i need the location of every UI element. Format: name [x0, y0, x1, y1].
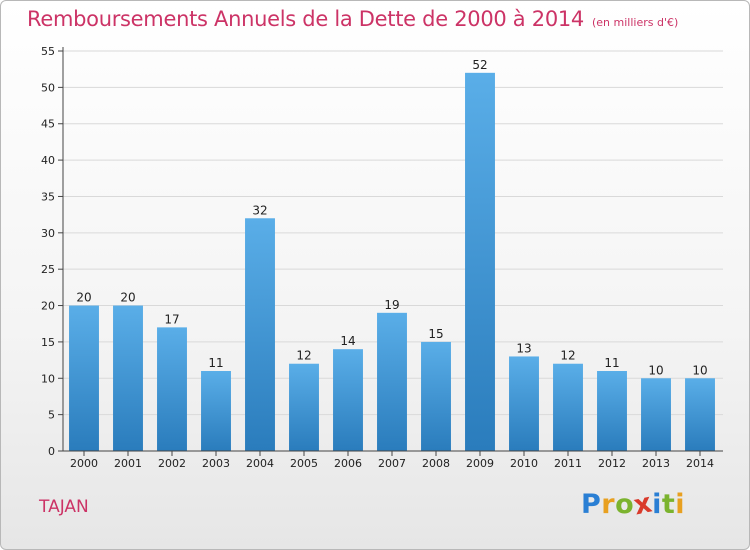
bar [157, 327, 187, 451]
bar [553, 363, 583, 451]
x-tick-label: 2001 [114, 457, 142, 470]
y-tick-label: 45 [41, 118, 55, 131]
data-label: 20 [76, 291, 91, 305]
logo-letter: i [652, 489, 662, 520]
y-tick-label: 30 [41, 227, 55, 240]
bar [685, 378, 715, 451]
labels: 0 5 10 15 20 25 30 35 40 45 50 55 2000 20 2001 20 2002 17… [41, 45, 714, 470]
y-tick-label: 5 [48, 409, 55, 422]
logo-letter: i [675, 489, 686, 520]
bar [113, 305, 143, 451]
y-tick-label: 20 [41, 300, 55, 313]
x-tick-label: 2012 [598, 457, 626, 470]
data-label: 12 [296, 349, 311, 363]
chart-title-text: Remboursements Annuels de la Dette de 20… [27, 7, 584, 31]
commune-name: TAJAN [39, 497, 89, 517]
x-tick-label: 2014 [686, 457, 714, 470]
logo-letter: r [601, 489, 616, 520]
bar [201, 371, 231, 451]
bar [69, 305, 99, 451]
data-label: 19 [384, 298, 399, 312]
bar [597, 371, 627, 451]
data-label: 11 [604, 356, 619, 370]
logo-letter: o [615, 489, 635, 520]
bar [245, 218, 275, 451]
x-tick-label: 2004 [246, 457, 274, 470]
x-tick-label: 2010 [510, 457, 538, 470]
axes [58, 47, 723, 456]
y-tick-label: 35 [41, 190, 55, 203]
data-label: 15 [428, 327, 443, 341]
data-label: 52 [472, 58, 487, 72]
bars [69, 72, 715, 452]
logo-letter: P [581, 489, 602, 520]
bar [465, 72, 495, 452]
x-tick-label: 2000 [70, 457, 98, 470]
data-label: 12 [560, 349, 575, 363]
x-tick-label: 2013 [642, 457, 670, 470]
y-tick-label: 55 [41, 45, 55, 58]
bar [333, 349, 363, 451]
x-tick-label: 2005 [290, 457, 318, 470]
bar [289, 363, 319, 451]
x-tick-label: 2009 [466, 457, 494, 470]
y-tick-label: 15 [41, 336, 55, 349]
x-tick-label: 2003 [202, 457, 230, 470]
x-tick-label: 2002 [158, 457, 186, 470]
bar [641, 378, 671, 451]
data-label: 17 [164, 312, 179, 326]
data-label: 14 [340, 334, 355, 348]
chart-title: Remboursements Annuels de la Dette de 20… [27, 7, 678, 31]
x-tick-label: 2008 [422, 457, 450, 470]
y-tick-label: 40 [41, 154, 55, 167]
y-tick-label: 0 [48, 445, 55, 458]
x-tick-label: 2006 [334, 457, 362, 470]
bar [377, 312, 407, 451]
x-tick-label: 2011 [554, 457, 582, 470]
logo-letter: t [661, 489, 676, 520]
data-label: 13 [516, 341, 531, 355]
chart-subtitle: (en milliers d'€) [592, 16, 679, 29]
data-label: 20 [120, 291, 135, 305]
proxiti-logo: Proxiti [581, 487, 686, 521]
data-label: 10 [692, 363, 707, 377]
y-tick-label: 10 [41, 372, 55, 385]
data-label: 11 [208, 356, 223, 370]
data-label: 32 [252, 203, 267, 217]
bar [509, 356, 539, 451]
x-tick-label: 2007 [378, 457, 406, 470]
data-label: 10 [648, 363, 663, 377]
y-tick-label: 50 [41, 81, 55, 94]
bar [421, 341, 451, 451]
y-tick-label: 25 [41, 263, 55, 276]
